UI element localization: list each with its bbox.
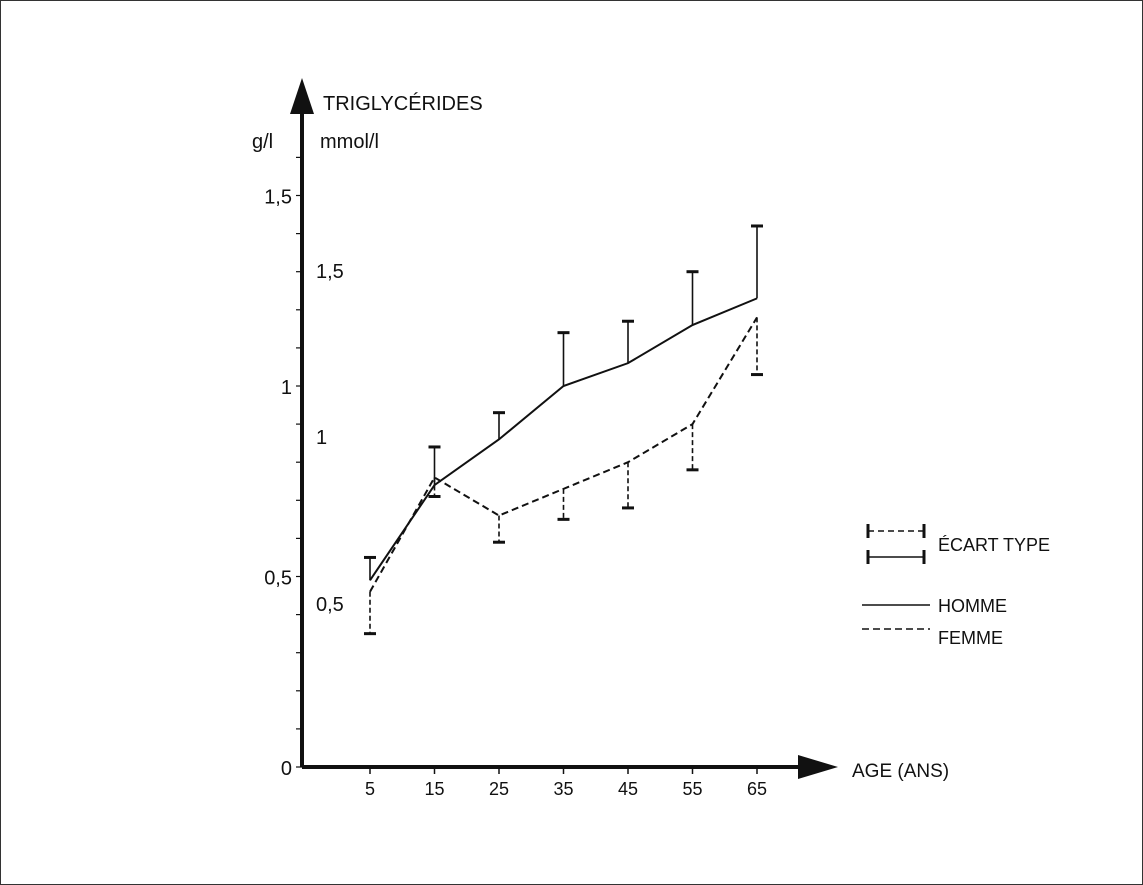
y-left-tick-label: 0 bbox=[281, 758, 292, 780]
x-tick-label: 15 bbox=[424, 779, 444, 799]
axes bbox=[290, 78, 838, 779]
x-tick-label: 35 bbox=[553, 779, 573, 799]
x-tick-label: 65 bbox=[747, 779, 767, 799]
x-axis-arrow bbox=[798, 755, 838, 779]
legend-homme-label: HOMME bbox=[938, 596, 1007, 616]
y-axis-arrow bbox=[290, 78, 314, 114]
y-right-unit-label: mmol/l bbox=[320, 131, 379, 153]
x-tick-label: 45 bbox=[618, 779, 638, 799]
y-right-tick-label: 0,5 bbox=[316, 594, 344, 616]
x-tick-label: 5 bbox=[365, 779, 375, 799]
x-axis-title: AGE (ANS) bbox=[852, 761, 949, 782]
y-left-unit-label: g/l bbox=[252, 131, 273, 153]
legend-sd-label: ÉCART TYPE bbox=[938, 535, 1050, 555]
chart-marks bbox=[364, 224, 763, 636]
legend: ÉCART TYPE HOMME FEMME bbox=[862, 524, 1050, 648]
y-left-tick-label: 0,5 bbox=[264, 568, 292, 590]
y-left-tick-label: 1 bbox=[281, 377, 292, 399]
chart-labels: TRIGLYCÉRIDES g/l mmol/l AGE (ANS) 0 0,5 1 1,5 0… bbox=[252, 92, 949, 799]
y-right-tick-label: 1,5 bbox=[316, 261, 344, 283]
y-left-tick-label: 1,5 bbox=[264, 187, 292, 209]
x-tick-label: 25 bbox=[489, 779, 509, 799]
legend-femme-label: FEMME bbox=[938, 628, 1003, 648]
y-right-tick-label: 1 bbox=[316, 427, 327, 449]
x-tick-label: 55 bbox=[682, 779, 702, 799]
chart-title: TRIGLYCÉRIDES bbox=[323, 92, 483, 115]
